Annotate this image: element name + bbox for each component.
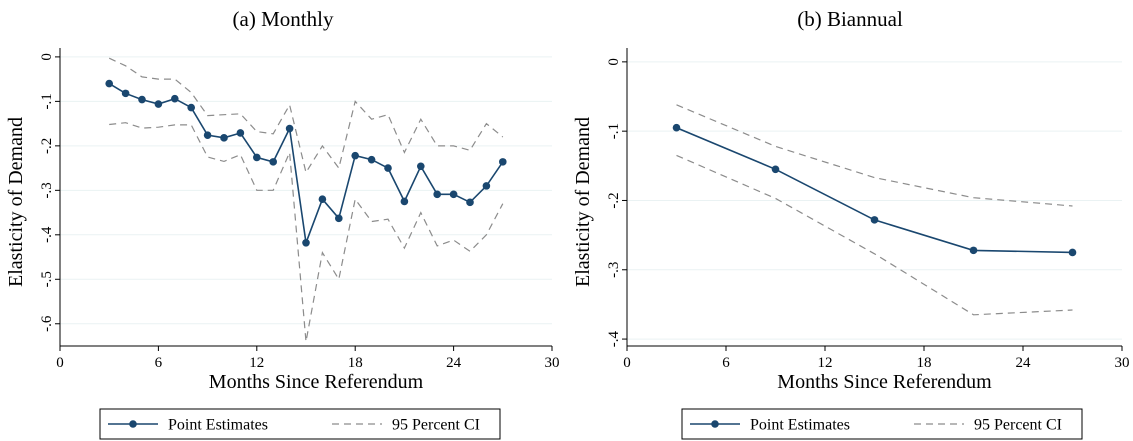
x-tick-label: 12: [818, 355, 833, 371]
x-tick-label: 18: [348, 355, 363, 371]
y-tick-label: 0: [606, 58, 622, 66]
x-tick-label: 12: [249, 355, 264, 371]
legend-point-estimates-label: Point Estimates: [750, 417, 850, 434]
y-tick-label: -.1: [606, 123, 622, 139]
y-tick-label: -.4: [39, 226, 55, 243]
point-estimate-marker: [203, 131, 212, 139]
point-estimate-marker: [318, 195, 327, 204]
monthly-chart: (a) Monthly 0 -.1 -.2 -.3 -.4 -.5 -.6 0 6 12 18 24 30…: [5, 7, 560, 440]
x-tick-label: 24: [1016, 355, 1032, 371]
point-estimate-marker: [236, 129, 245, 137]
x-tick-label: 0: [56, 355, 64, 371]
point-estimate-marker: [466, 198, 474, 207]
point-estimate-marker: [870, 216, 879, 224]
legend-point-estimates-marker: [711, 420, 719, 428]
point-estimate-marker: [771, 165, 780, 174]
x-tick-label: 24: [446, 355, 462, 371]
y-tick-label: -.1: [39, 93, 55, 109]
chart-title: (a) Monthly: [233, 7, 334, 31]
point-estimate-marker: [351, 151, 360, 160]
legend: Point Estimates 95 Percent CI: [681, 408, 1083, 440]
point-estimate-marker: [482, 182, 491, 190]
y-tick-label: 0: [39, 53, 55, 61]
y-tick-label: -.4: [606, 330, 622, 347]
y-axis-title: Elasticity of Demand: [5, 117, 27, 287]
legend-point-estimates-label: Point Estimates: [168, 417, 268, 434]
point-estimate-marker: [400, 197, 409, 206]
biannual-panel: (b) Biannual 0 -.1 -.2 -.3 -.4 0 6 12 18 24 30 Month…: [567, 0, 1133, 441]
point-estimates-line: [676, 126, 1073, 254]
monthly-panel: (a) Monthly 0 -.1 -.2 -.3 -.4 -.5 -.6 0 6 12 18 24 30…: [5, 7, 560, 440]
ci-bound-line: [109, 122, 504, 342]
point-estimate-marker: [154, 100, 163, 108]
point-estimate-marker: [302, 239, 310, 247]
point-estimate-marker: [252, 153, 261, 162]
point-estimate-marker: [433, 190, 442, 199]
ci-bound-line: [676, 104, 1073, 207]
point-estimate-marker: [121, 89, 130, 98]
point-estimate-marker: [138, 95, 146, 104]
point-estimate-marker: [269, 158, 278, 166]
legend-point-estimates-marker: [129, 420, 137, 428]
point-estimate-marker: [449, 190, 458, 199]
point-estimate-marker: [969, 246, 978, 255]
point-estimate-marker: [499, 158, 507, 166]
y-tick-label: -.3: [606, 262, 622, 278]
x-tick-label: 0: [623, 355, 631, 371]
legend-ci-label: 95 Percent CI: [392, 417, 480, 434]
y-tick-label: -.2: [39, 138, 55, 154]
y-axis-title: Elasticity of Demand: [572, 117, 594, 287]
ci-bound-line: [108, 57, 504, 175]
x-tick-label: 30: [1115, 355, 1130, 371]
point-estimate-marker: [672, 123, 681, 132]
point-estimate-marker: [187, 103, 195, 112]
point-estimate-marker: [171, 94, 179, 103]
y-tick-label: -.3: [39, 182, 55, 198]
point-estimates-line: [108, 82, 504, 244]
legend-ci-label: 95 Percent CI: [974, 417, 1062, 434]
ci-bound-line: [676, 154, 1073, 316]
point-estimate-marker: [220, 134, 228, 142]
legend-box: [99, 408, 501, 440]
x-tick-label: 6: [155, 355, 163, 371]
point-estimate-marker: [1068, 248, 1077, 257]
x-tick-label: 6: [722, 355, 730, 371]
y-tick-label: -.5: [39, 271, 55, 287]
point-estimate-marker: [384, 164, 392, 172]
legend-box: [681, 408, 1083, 440]
x-axis-title: Months Since Referendum: [209, 371, 424, 393]
x-tick-label: 18: [917, 355, 932, 371]
legend: Point Estimates 95 Percent CI: [99, 408, 501, 440]
chart-title: (b) Biannual: [797, 7, 903, 31]
x-axis-title: Months Since Referendum: [777, 371, 992, 393]
point-estimate-marker: [105, 79, 113, 88]
point-estimate-marker: [335, 214, 343, 223]
y-tick-label: -.2: [606, 192, 622, 208]
point-estimate-marker: [367, 155, 376, 164]
x-tick-label: 30: [545, 355, 560, 371]
point-estimate-marker: [285, 124, 294, 133]
point-estimate-marker: [417, 162, 425, 171]
y-tick-label: -.6: [39, 315, 55, 332]
